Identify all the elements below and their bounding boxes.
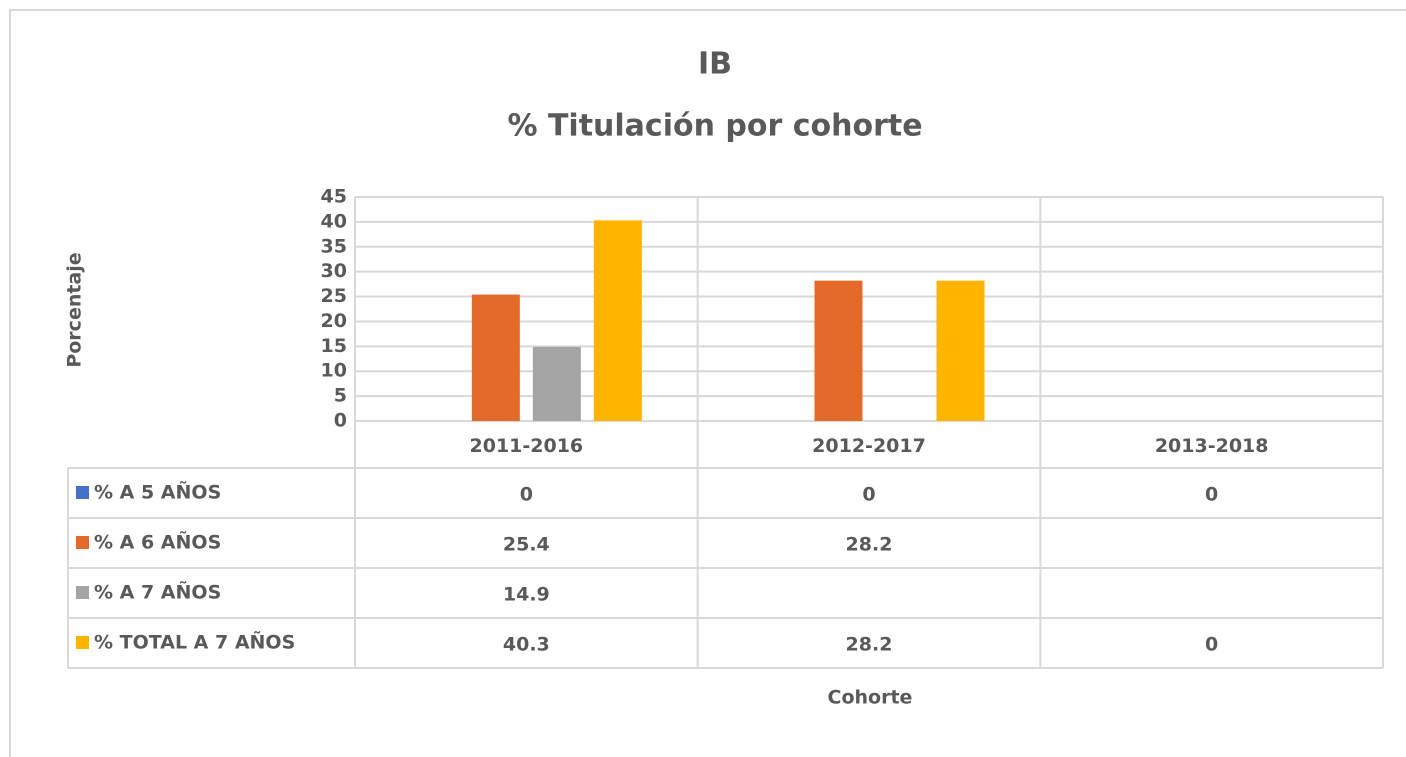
y-tick-label: 25 bbox=[321, 285, 347, 307]
legend-key bbox=[76, 636, 89, 649]
x-tick-label: 2013-2018 bbox=[1155, 435, 1269, 457]
bar bbox=[936, 280, 985, 421]
y-axis-label: Porcentaje bbox=[64, 252, 86, 367]
legend-label: % A 6 AÑOS bbox=[94, 530, 221, 554]
chart-title: IB bbox=[698, 47, 732, 82]
table-value: 0 bbox=[1205, 634, 1218, 656]
y-tick-label: 15 bbox=[321, 335, 347, 357]
legend-label: % A 5 AÑOS bbox=[94, 480, 221, 504]
chart-frame bbox=[9, 9, 1406, 757]
bar bbox=[471, 294, 520, 421]
table-value: 28.2 bbox=[846, 534, 893, 556]
table-value: 0 bbox=[862, 484, 875, 506]
y-tick-label: 20 bbox=[321, 310, 347, 332]
y-tick-label: 35 bbox=[321, 235, 347, 257]
legend-key bbox=[76, 486, 89, 499]
table-value: 40.3 bbox=[503, 634, 550, 656]
table-value: 28.2 bbox=[846, 634, 893, 656]
x-tick-label: 2012-2017 bbox=[812, 435, 926, 457]
bar bbox=[532, 346, 581, 421]
legend-key bbox=[76, 586, 89, 599]
bar bbox=[593, 220, 642, 421]
y-tick-label: 40 bbox=[321, 210, 347, 232]
x-tick-label: 2011-2016 bbox=[470, 435, 584, 457]
table-value: 14.9 bbox=[503, 584, 550, 606]
table-value: 0 bbox=[520, 484, 533, 506]
y-tick-label: 45 bbox=[321, 186, 347, 208]
y-tick-label: 0 bbox=[334, 410, 347, 432]
table-value: 25.4 bbox=[503, 534, 550, 556]
legend-label: % A 7 AÑOS bbox=[94, 580, 221, 604]
x-axis-label: Cohorte bbox=[828, 687, 913, 709]
y-tick-label: 5 bbox=[334, 385, 347, 407]
bar bbox=[814, 280, 863, 421]
legend-label: % TOTAL A 7 AÑOS bbox=[94, 630, 295, 654]
y-tick-label: 10 bbox=[321, 360, 347, 382]
table-value: 0 bbox=[1205, 484, 1218, 506]
chart-subtitle: % Titulación por cohorte bbox=[507, 109, 922, 144]
legend-key bbox=[76, 536, 89, 549]
y-tick-label: 30 bbox=[321, 260, 347, 282]
